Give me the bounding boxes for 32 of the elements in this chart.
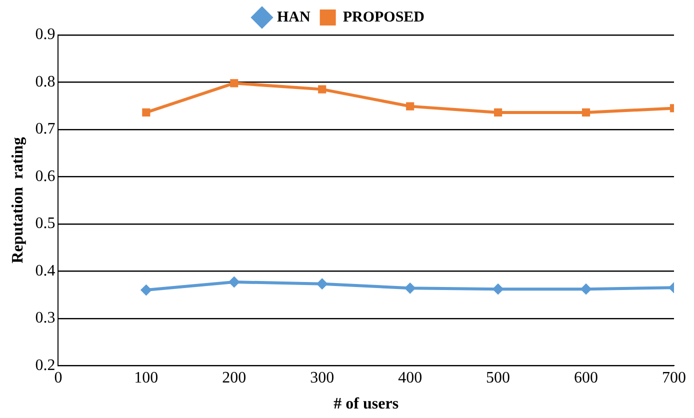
point <box>318 85 326 94</box>
x-tick-label: 600 <box>574 369 598 386</box>
point <box>404 282 416 294</box>
y-tick-label: 0.6 <box>35 168 56 185</box>
x-tick-label: 400 <box>398 369 422 386</box>
point <box>582 108 590 116</box>
point <box>140 284 152 296</box>
x-tick-label: 0 <box>54 369 62 386</box>
x-tick-label: 100 <box>134 369 158 386</box>
y-tick-label: 0.3 <box>35 310 56 327</box>
point <box>316 278 328 290</box>
point <box>494 108 502 116</box>
point <box>142 108 150 116</box>
x-tick-label: 500 <box>486 369 510 386</box>
y-tick-label: 0.5 <box>35 215 56 232</box>
y-tick-label: 0.2 <box>35 356 56 374</box>
legend-label: HAN <box>277 9 310 26</box>
y-axis-title: Reputation rating <box>10 137 27 264</box>
point <box>228 276 240 288</box>
point <box>230 79 238 88</box>
point <box>406 102 414 110</box>
x-axis-title: # of users <box>334 396 399 413</box>
point <box>492 284 504 295</box>
y-tick-label: 0.9 <box>35 26 56 44</box>
legend-label: PROPOSED <box>342 9 425 26</box>
y-tick-label: 0.7 <box>35 120 56 138</box>
point <box>580 284 592 295</box>
x-tick-label: 200 <box>222 369 246 386</box>
y-tick-label: 0.4 <box>35 262 56 280</box>
x-tick-label: 300 <box>310 369 334 386</box>
y-tick-label: 0.8 <box>35 73 56 90</box>
x-tick-label: 700 <box>662 369 686 386</box>
